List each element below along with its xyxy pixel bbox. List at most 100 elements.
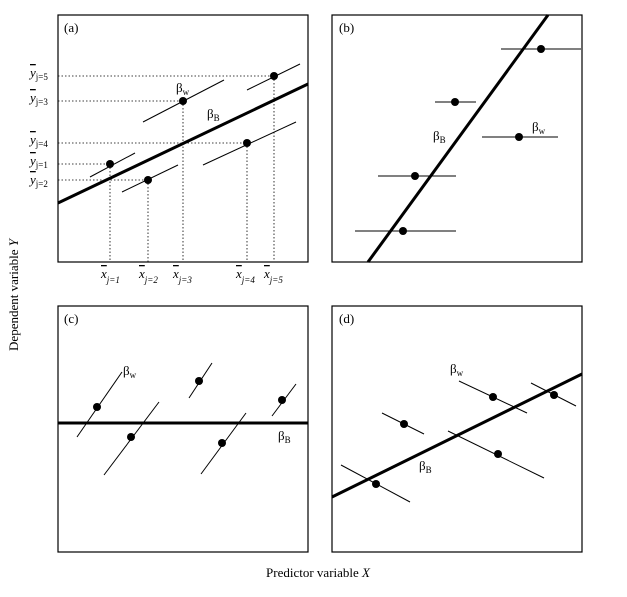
x-mean-labels: xj=1 xj=2 xj=3 xj=4 xj=5 <box>100 266 283 285</box>
group-mean-point <box>144 176 152 184</box>
label-part: β <box>532 119 539 134</box>
beta-w-label: βw <box>532 119 546 136</box>
beta-w-label: βw <box>450 361 464 378</box>
label-part: x <box>235 266 242 281</box>
within-lines <box>76 362 297 476</box>
mean-label: xj=3 <box>172 266 192 285</box>
label-part: w <box>130 370 137 380</box>
group-mean-point <box>537 45 545 53</box>
label-part: β <box>419 458 426 473</box>
group-mean-point <box>494 450 502 458</box>
panel-label: (c) <box>64 311 78 326</box>
label-part: Dependent variable <box>6 249 21 351</box>
group-mean-point <box>93 403 101 411</box>
y-mean-labels: yj=5 yj=3 yj=4 yj=1 yj=2 <box>28 65 48 189</box>
group-mean-point <box>411 172 419 180</box>
group-mean-point <box>372 480 380 488</box>
group-mean-point <box>489 393 497 401</box>
panel-frame <box>331 14 583 263</box>
label-part: B <box>214 113 220 123</box>
label-part: w <box>457 368 464 378</box>
group-mean-point <box>278 396 286 404</box>
label-part: X <box>361 565 371 580</box>
label-part: w <box>183 87 190 97</box>
group-mean-point <box>195 377 203 385</box>
label-part: j=1 <box>35 160 48 170</box>
group-mean-point <box>515 133 523 141</box>
label-part: y <box>28 132 36 147</box>
group-means <box>106 72 278 184</box>
label-part: j=5 <box>35 72 49 82</box>
group-mean-point <box>451 98 459 106</box>
label-part: y <box>28 65 36 80</box>
panel-label: (b) <box>339 20 354 35</box>
mean-label: yj=5 <box>28 65 48 82</box>
label-part: x <box>138 266 145 281</box>
beta-b-label: βB <box>419 458 432 475</box>
label-part: j=2 <box>144 275 159 285</box>
label-part: j=4 <box>241 275 256 285</box>
group-mean-point <box>400 420 408 428</box>
group-mean-point <box>550 391 558 399</box>
group-means <box>399 45 545 235</box>
beta-w-label: βw <box>176 80 190 97</box>
mean-label: yj=3 <box>28 90 48 107</box>
guide-lines <box>58 75 275 262</box>
mean-label: xj=1 <box>100 266 120 285</box>
label-part: β <box>123 363 130 378</box>
label-part: β <box>207 106 214 121</box>
group-mean-point <box>243 139 251 147</box>
label-part: y <box>28 90 36 105</box>
mean-label: xj=4 <box>235 266 255 285</box>
group-mean-point <box>399 227 407 235</box>
panel-frame <box>331 305 583 553</box>
label-part: β <box>176 80 183 95</box>
label-part: β <box>278 428 285 443</box>
mean-label: xj=2 <box>138 266 158 285</box>
panel-a: (a) βw βB yj=5 yj=3 yj=4 yj=1 y <box>28 14 309 285</box>
panel-d: (d) βw βB <box>331 305 583 553</box>
label-part: y <box>28 153 36 168</box>
mean-label: yj=4 <box>28 132 48 149</box>
label-part: β <box>450 361 457 376</box>
label-part: y <box>28 172 36 187</box>
x-axis-label: Predictor variable X <box>266 565 371 580</box>
label-part: j=4 <box>35 139 49 149</box>
label-part: B <box>285 435 291 445</box>
within-lines <box>355 48 581 232</box>
group-mean-point <box>127 433 135 441</box>
group-mean-point <box>270 72 278 80</box>
mean-label: yj=2 <box>28 172 48 189</box>
label-part: β <box>433 128 440 143</box>
mean-label: xj=5 <box>263 266 283 285</box>
label-part: j=3 <box>35 97 49 107</box>
label-part: Predictor variable <box>266 565 359 580</box>
panel-label: (d) <box>339 311 354 326</box>
between-line <box>366 14 550 263</box>
label-part: j=2 <box>35 179 48 189</box>
label-part: j=3 <box>178 275 193 285</box>
group-mean-point <box>106 160 114 168</box>
beta-w-label: βw <box>123 363 137 380</box>
label-part: x <box>172 266 179 281</box>
panel-b: (b) βB βw <box>331 14 583 263</box>
panel-c: (c) βw βB <box>57 305 309 553</box>
group-mean-point <box>218 439 226 447</box>
panel-label: (a) <box>64 20 78 35</box>
beta-b-label: βB <box>207 106 220 123</box>
panel-frame <box>57 305 309 553</box>
y-axis-label: Dependent variable Y <box>6 237 21 351</box>
label-part: B <box>426 465 432 475</box>
group-means <box>93 377 286 447</box>
beta-b-label: βB <box>433 128 446 145</box>
mean-label: yj=1 <box>28 153 48 170</box>
group-means <box>372 391 558 488</box>
label-part: w <box>539 126 546 136</box>
label-part: j=1 <box>106 275 120 285</box>
label-part: j=5 <box>269 275 284 285</box>
panel-frame <box>57 14 309 263</box>
label-part: B <box>440 135 446 145</box>
label-part: x <box>100 266 107 281</box>
label-part: Y <box>6 237 21 246</box>
